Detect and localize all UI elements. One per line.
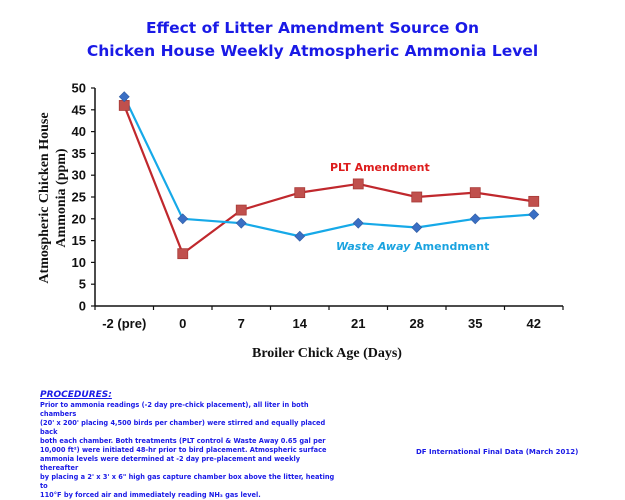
x-tick-label: 14 [293,316,308,331]
y-axis-title-line-1: Atmospheric Chicken House [37,112,52,283]
plt-data-point [294,187,306,199]
y-tick-label: 0 [79,299,86,314]
y-axis-title: Atmospheric Chicken House Ammonia (ppm) [37,112,69,283]
procedures-line: 110°F by forced air and immediately read… [40,491,261,499]
procedures-line: ammonia levels were determined at -2 day… [40,455,301,472]
y-tick-label: 15 [72,233,86,248]
waste-away-data-point [469,213,481,225]
y-tick-label: 30 [72,168,86,183]
plt-data-point [469,187,481,199]
y-tick-label: 50 [72,81,86,96]
y-axis-title-line-2: Ammonia (ppm) [54,148,69,248]
waste-away-suffix: Amendment [410,240,489,253]
x-tick-labels: -2 (pre) 0 7 14 21 28 35 42 [102,316,541,331]
waste-away-data-point [411,222,423,233]
series-line-plt [123,105,534,255]
data-source-note: DF International Final Data (March 2012) [416,448,579,456]
y-tick-label: 10 [72,255,86,270]
x-tick-label: -2 (pre) [102,316,146,331]
x-axis-title: Broiler Chick Age (Days) [252,346,402,361]
waste-away-data-point [528,209,540,220]
waste-away-data-point [118,91,130,103]
waste-away-series-label: Waste Away Amendment [336,240,489,253]
y-tick-label: 5 [79,277,86,292]
chart-title-line-1: Effect of Litter Amendment Source On [145,19,480,37]
waste-away-data-point [235,217,247,229]
series-markers [118,91,540,260]
procedures-heading: PROCEDURES: [40,390,112,400]
x-tick-label: 42 [527,316,541,331]
line-chart: 0 5 10 15 20 25 30 35 40 45 50 -2 (pre) 0 7 14 21 28 35 4… [37,81,564,361]
chart-title-line-2: Chicken House Weekly Atmospheric Ammonia… [86,42,539,60]
plt-data-point [235,204,247,216]
procedures-note: PROCEDURES: Prior to ammonia readings (-… [40,391,340,500]
y-tick-labels: 0 5 10 15 20 25 30 35 40 45 50 [72,81,86,314]
y-tick-label: 20 [72,211,86,226]
procedures-line: (20' x 200' placing 4,500 birds per cham… [40,419,326,436]
x-tick-label: 21 [351,316,365,331]
plt-data-point [411,191,423,203]
plt-data-point [352,178,364,190]
series-line-waste-away [123,96,534,238]
plt-series-label: PLT Amendment [330,161,430,174]
y-tick-label: 40 [72,124,86,139]
chart-title: Effect of Litter Amendment Source On Chi… [0,17,625,63]
waste-away-data-point [294,230,306,242]
waste-away-data-point [352,217,364,229]
procedures-line: by placing a 2' x 3' x 6" high gas captu… [40,473,335,490]
plt-series-label-text: PLT Amendment [330,161,430,174]
procedures-line: both each chamber. Both treatments (PLT … [40,437,326,445]
y-tick-label: 25 [72,190,86,205]
plt-data-point [177,248,189,260]
waste-away-data-point [177,213,189,225]
x-tick-label: 35 [468,316,482,331]
y-tick-label: 35 [72,146,86,161]
x-tick-label: 28 [410,316,424,331]
plt-data-point [528,195,540,207]
axes [91,87,564,310]
x-tick-label: 7 [238,316,245,331]
y-tick-label: 45 [72,102,86,117]
series-lines [123,96,534,255]
x-tick-label: 0 [179,316,186,331]
procedures-line: Prior to ammonia readings (-2 day pre-ch… [40,401,309,418]
procedures-line: 10,000 ft²) were initiated 48-hr prior t… [40,446,327,454]
waste-away-name: Waste Away [336,240,411,253]
